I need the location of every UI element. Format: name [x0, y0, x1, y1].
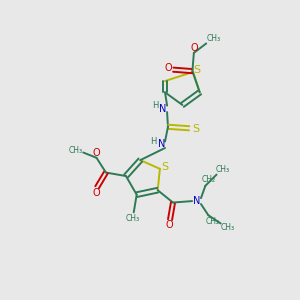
- Text: O: O: [164, 64, 172, 74]
- Text: CH₃: CH₃: [216, 165, 230, 174]
- Text: N: N: [158, 140, 165, 149]
- Text: N: N: [193, 196, 200, 206]
- Text: CH₂: CH₂: [206, 217, 220, 226]
- Text: CH₂: CH₂: [201, 175, 215, 184]
- Text: S: S: [161, 162, 169, 172]
- Text: CH₃: CH₃: [68, 146, 83, 155]
- Text: CH₃: CH₃: [126, 214, 140, 223]
- Text: S: S: [192, 124, 199, 134]
- Text: O: O: [93, 148, 100, 158]
- Text: O: O: [166, 220, 173, 230]
- Text: H: H: [152, 101, 158, 110]
- Text: CH₃: CH₃: [207, 34, 221, 43]
- Text: O: O: [190, 43, 198, 53]
- Text: H: H: [150, 137, 157, 146]
- Text: N: N: [159, 103, 166, 113]
- Text: S: S: [193, 65, 200, 76]
- Text: CH₃: CH₃: [220, 223, 235, 232]
- Text: O: O: [93, 188, 100, 198]
